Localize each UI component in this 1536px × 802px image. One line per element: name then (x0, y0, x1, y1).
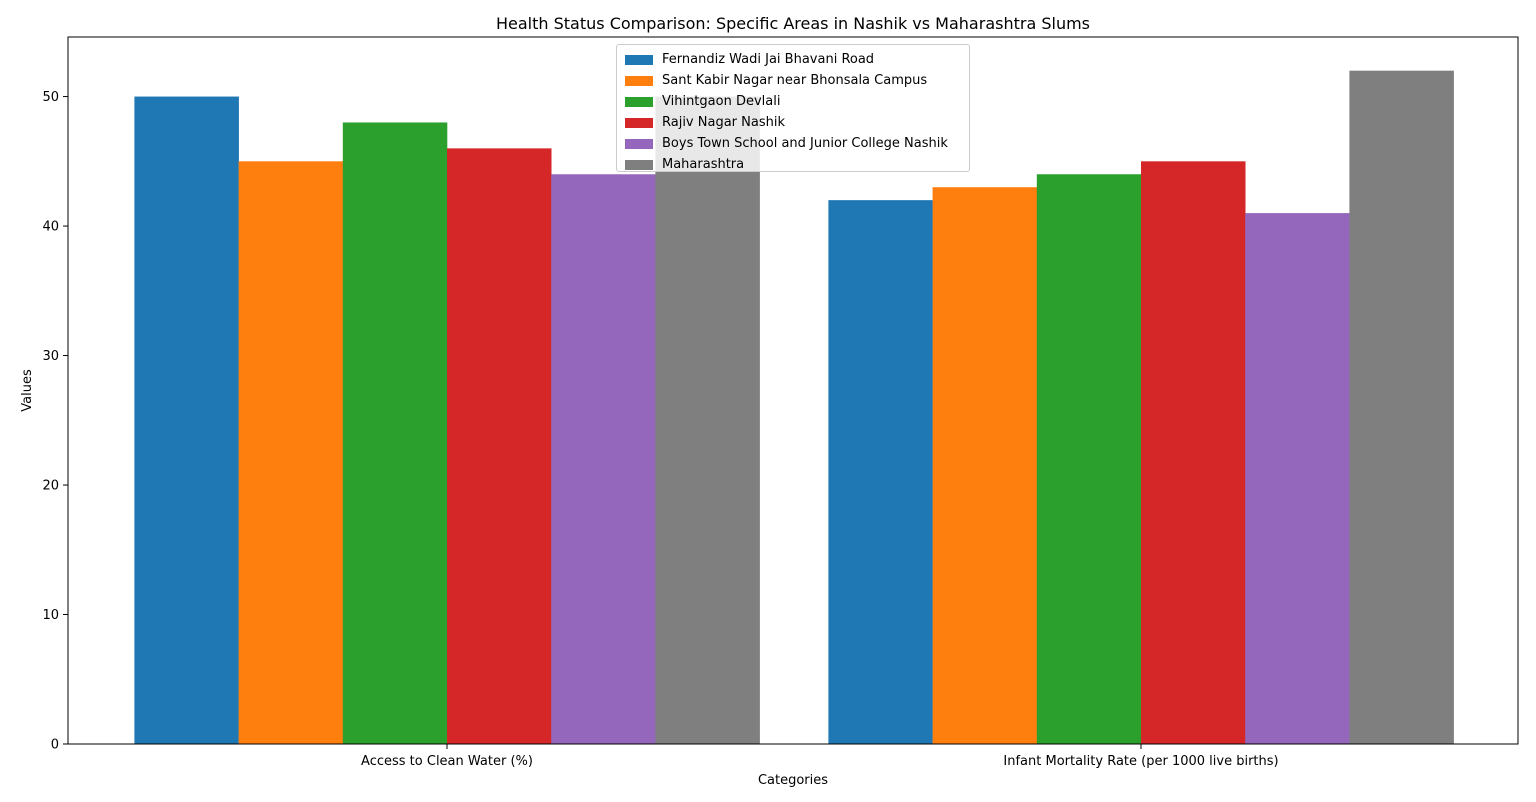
bar-series-5-category-0 (655, 96, 760, 744)
bar-series-2-category-1 (1036, 174, 1142, 744)
legend-item: Fernandiz Wadi Jai Bhavani Road (625, 49, 961, 70)
bar-series-0-category-1 (828, 200, 933, 744)
legend-swatch (625, 96, 653, 107)
bar-series-3-category-0 (447, 148, 552, 745)
legend-swatch (625, 159, 653, 170)
x-tick-label: Infant Mortality Rate (per 1000 live bir… (1003, 754, 1278, 769)
y-tick-label: 30 (42, 349, 59, 364)
x-tick-label: Access to Clean Water (%) (361, 754, 533, 769)
legend-label: Maharashtra (662, 157, 745, 172)
y-tick-label: 40 (42, 220, 59, 235)
bar-series-3-category-1 (1141, 161, 1246, 744)
legend-label: Fernandiz Wadi Jai Bhavani Road (662, 52, 875, 67)
bar-series-5-category-1 (1349, 70, 1454, 745)
legend-label: Boys Town School and Junior College Nash… (662, 136, 948, 151)
legend-label: Sant Kabir Nagar near Bhonsala Campus (662, 73, 928, 88)
y-tick-label: 50 (42, 90, 59, 105)
legend-label: Rajiv Nagar Nashik (662, 115, 785, 130)
legend-swatch (625, 54, 653, 65)
y-tick-label: 0 (51, 738, 59, 753)
x-axis-ticks: Access to Clean Water (%) Infant Mortalit… (361, 744, 1279, 769)
x-axis-label: Categories (758, 773, 828, 788)
y-axis-ticks: 0 10 20 30 40 50 (42, 90, 68, 753)
chart-legend: Fernandiz Wadi Jai Bhavani Road Sant Kabi… (616, 44, 970, 172)
bar-series-1-category-0 (238, 161, 344, 744)
legend-swatch (625, 117, 653, 128)
chart-title: Health Status Comparison: Specific Areas… (496, 14, 1090, 33)
bar-series-4-category-1 (1245, 213, 1350, 745)
legend-swatch (625, 138, 653, 149)
legend-item: Boys Town School and Junior College Nash… (625, 133, 961, 154)
legend-item: Maharashtra (625, 154, 961, 175)
y-tick-label: 20 (42, 479, 59, 494)
legend-item: Vihintgaon Devlali (625, 91, 961, 112)
legend-item: Sant Kabir Nagar near Bhonsala Campus (625, 70, 961, 91)
bar-series-0-category-0 (134, 96, 239, 744)
legend-swatch (625, 75, 653, 86)
bars-group (134, 70, 1454, 745)
bar-series-1-category-1 (932, 187, 1038, 744)
bar-series-4-category-0 (551, 174, 656, 744)
plot-frame (67, 36, 1519, 745)
y-axis-label: Values (20, 369, 35, 412)
legend-item: Rajiv Nagar Nashik (625, 112, 961, 133)
legend-label: Vihintgaon Devlali (662, 94, 781, 109)
y-tick-label: 10 (42, 608, 59, 623)
bar-series-2-category-0 (342, 122, 448, 744)
